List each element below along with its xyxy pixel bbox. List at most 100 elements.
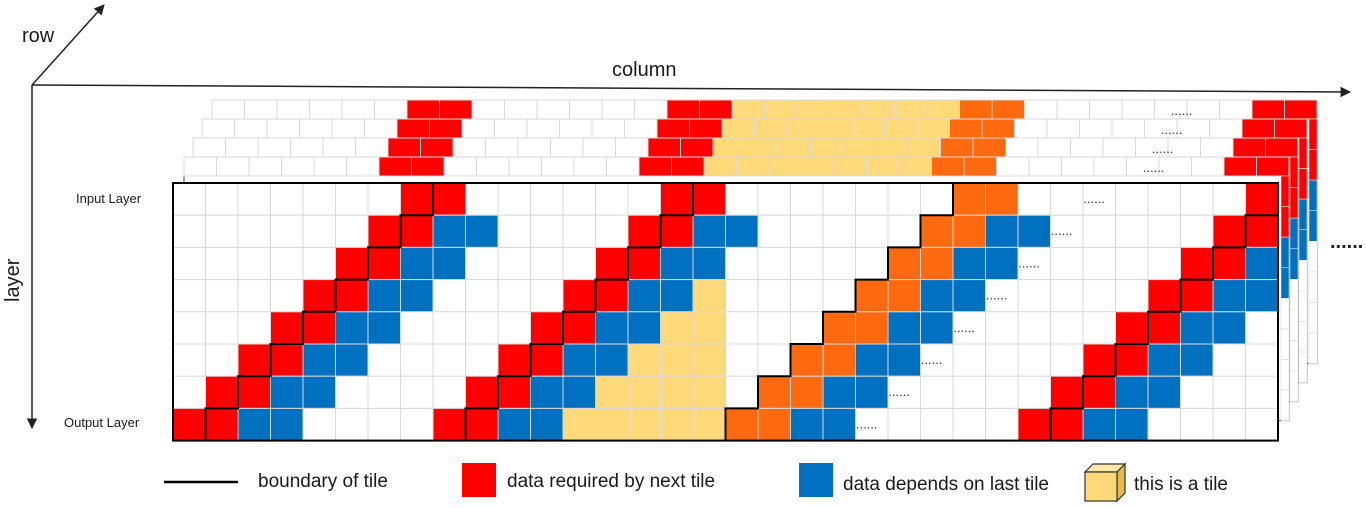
grid-cell bbox=[1212, 375, 1246, 409]
back-edge-cell bbox=[1298, 321, 1308, 353]
back-cell bbox=[601, 99, 635, 120]
grid-cell bbox=[367, 246, 401, 281]
back-cell bbox=[266, 118, 300, 139]
grid-cell bbox=[400, 214, 434, 248]
grid-cell bbox=[400, 311, 434, 345]
back-cell bbox=[364, 118, 398, 139]
grid-cell bbox=[920, 246, 954, 281]
grid-cell bbox=[400, 182, 434, 216]
back-cell bbox=[1121, 99, 1155, 120]
grid-cell bbox=[205, 246, 239, 281]
row-ellipsis: ...... bbox=[888, 384, 910, 399]
grid-cell bbox=[1017, 246, 1051, 281]
grid-cell bbox=[887, 182, 921, 216]
grid-cell bbox=[952, 343, 986, 377]
back-cell bbox=[573, 156, 607, 177]
grid-cell bbox=[725, 407, 759, 442]
grid-cell bbox=[952, 279, 986, 313]
grid-cell bbox=[302, 214, 336, 248]
back-cell bbox=[1024, 99, 1058, 120]
grid-cell bbox=[1212, 343, 1246, 377]
grid-cell bbox=[952, 214, 986, 248]
back-cell bbox=[439, 99, 473, 120]
grid-cell bbox=[270, 214, 304, 248]
grid-cell bbox=[1082, 246, 1116, 281]
grid-cell bbox=[1147, 375, 1181, 409]
back-edge-cell bbox=[1308, 271, 1318, 303]
grid-cell bbox=[822, 407, 856, 442]
grid-cell bbox=[270, 311, 304, 345]
grid-cell bbox=[1212, 311, 1246, 345]
back-cell bbox=[591, 118, 625, 139]
back-cell bbox=[443, 156, 477, 177]
grid-cell bbox=[757, 375, 791, 409]
grid-cell bbox=[1115, 182, 1149, 216]
back-cell bbox=[721, 118, 755, 139]
grid-cell bbox=[172, 375, 206, 409]
row-axis-arrow bbox=[31, 4, 105, 86]
grid-cell bbox=[692, 407, 726, 442]
back-plane-ellipsis: ...... bbox=[1143, 160, 1165, 175]
grid-cell bbox=[172, 343, 206, 377]
back-cell bbox=[1046, 118, 1080, 139]
grid-cell bbox=[562, 246, 596, 281]
grid-cell bbox=[1245, 182, 1279, 216]
grid-cell bbox=[952, 407, 986, 442]
back-cell bbox=[192, 137, 226, 158]
back-cell bbox=[504, 99, 538, 120]
back-cell bbox=[907, 137, 941, 158]
back-cell bbox=[211, 99, 245, 120]
grid-cell bbox=[790, 375, 824, 409]
back-edge-cell bbox=[1289, 278, 1299, 311]
grid-cell bbox=[822, 246, 856, 281]
grid-cell bbox=[1082, 182, 1116, 216]
back-cell bbox=[517, 137, 551, 158]
grid-cell bbox=[725, 182, 759, 216]
back-cell bbox=[996, 156, 1030, 177]
grid-cell bbox=[725, 214, 759, 248]
grid-cell bbox=[465, 279, 499, 313]
grid-cell bbox=[367, 311, 401, 345]
grid-cell bbox=[1245, 246, 1279, 281]
grid-cell bbox=[1180, 375, 1214, 409]
grid-cell bbox=[497, 214, 531, 248]
grid-cell bbox=[627, 375, 661, 409]
back-cell bbox=[819, 118, 853, 139]
back-edge-cell bbox=[1308, 210, 1318, 242]
back-cell bbox=[387, 137, 421, 158]
back-cell bbox=[201, 118, 235, 139]
grid-cell bbox=[172, 246, 206, 281]
back-cell bbox=[1274, 118, 1308, 139]
back-edge-cell bbox=[1289, 156, 1299, 188]
back-cell bbox=[894, 99, 928, 120]
grid-cell bbox=[822, 375, 856, 409]
grid-cell bbox=[432, 407, 466, 442]
back-cell bbox=[471, 99, 505, 120]
grid-cell bbox=[1147, 246, 1181, 281]
grid-cell bbox=[1050, 246, 1084, 281]
grid-cell bbox=[1050, 279, 1084, 313]
grid-cell bbox=[692, 182, 726, 216]
grid-cell bbox=[1212, 182, 1246, 216]
back-cell bbox=[1005, 137, 1039, 158]
row-axis-label: row bbox=[22, 25, 55, 47]
row-ellipsis: ...... bbox=[1018, 255, 1040, 270]
grid-cell bbox=[1082, 311, 1116, 345]
grid-cell bbox=[1115, 311, 1149, 345]
grid-cell bbox=[497, 375, 531, 409]
grid-cell bbox=[822, 214, 856, 248]
back-cell bbox=[216, 156, 250, 177]
front-plane: ........................................… bbox=[172, 182, 1279, 442]
grid-cell bbox=[1115, 279, 1149, 313]
grid-cell bbox=[1082, 343, 1116, 377]
grid-cell bbox=[1082, 279, 1116, 313]
back-cell bbox=[1070, 137, 1104, 158]
grid-cell bbox=[660, 311, 694, 345]
back-cell bbox=[829, 99, 863, 120]
grid-cell bbox=[887, 279, 921, 313]
grid-cell bbox=[465, 246, 499, 281]
back-edge-cell bbox=[1298, 229, 1308, 261]
back-cell bbox=[712, 137, 746, 158]
back-edge-cell bbox=[1298, 168, 1308, 200]
tile-boundary-3 bbox=[724, 183, 954, 441]
